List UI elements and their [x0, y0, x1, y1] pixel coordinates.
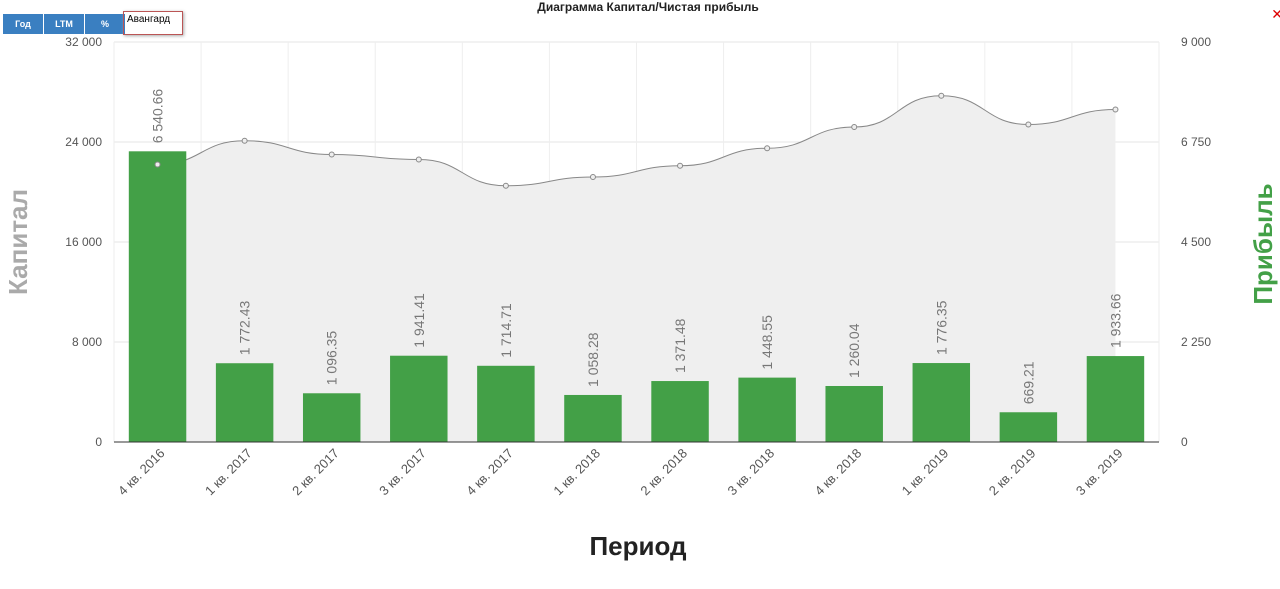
x-tick-label: 2 кв. 2017: [289, 446, 342, 499]
x-tick-label: 1 кв. 2018: [550, 446, 603, 499]
capital-line: [157, 95, 1116, 187]
profit-bar[interactable]: [302, 393, 361, 442]
profit-bar[interactable]: [825, 385, 883, 442]
bar-data-label: 1 772.43: [237, 301, 253, 356]
y-left-tick: 32 000: [65, 35, 102, 49]
y-left-tick: 16 000: [65, 235, 102, 249]
capital-point[interactable]: [851, 124, 858, 130]
bar-data-label: 1 058.28: [585, 332, 601, 387]
capital-point[interactable]: [677, 162, 684, 169]
capital-point[interactable]: [241, 137, 248, 144]
capital-area: [157, 95, 1116, 442]
profit-bar[interactable]: [215, 363, 274, 442]
bar-data-label: 669.21: [1020, 361, 1036, 404]
profit-bar[interactable]: [390, 355, 448, 442]
y-right-tick: 0: [1181, 435, 1188, 449]
x-axis-title: Период: [589, 531, 687, 561]
y-right-tick: 4 500: [1181, 235, 1211, 249]
bar-data-label: 6 540.66: [150, 89, 166, 144]
company-tag[interactable]: Авангард: [123, 11, 183, 35]
profit-bar[interactable]: [912, 363, 971, 442]
profit-bar[interactable]: [128, 151, 187, 442]
x-tick-label: 3 кв. 2017: [376, 446, 429, 499]
ltm-button[interactable]: LTM: [44, 14, 84, 34]
profit-bar[interactable]: [477, 365, 535, 442]
bar-data-label: 1 941.41: [411, 293, 427, 348]
capital-point[interactable]: [1112, 106, 1119, 113]
capital-point[interactable]: [154, 161, 161, 168]
bar-data-label: 1 933.66: [1107, 293, 1123, 348]
percent-button[interactable]: %: [85, 14, 125, 34]
bar-data-label: 1 714.71: [498, 303, 514, 358]
bar-data-label: 1 776.35: [933, 300, 949, 355]
x-tick-label: 4 кв. 2017: [463, 446, 516, 499]
profit-bar[interactable]: [999, 412, 1058, 442]
x-tick-label: 3 кв. 2019: [1073, 446, 1126, 499]
capital-point[interactable]: [502, 182, 509, 189]
y-left-tick: 0: [95, 435, 102, 449]
x-tick-label: 3 кв. 2018: [725, 446, 778, 499]
profit-bar[interactable]: [651, 381, 709, 442]
x-tick-label: 2 кв. 2018: [637, 446, 690, 499]
capital-point[interactable]: [589, 174, 596, 180]
capital-point[interactable]: [1025, 121, 1032, 128]
y-right-tick: 9 000: [1181, 35, 1211, 49]
y-left-tick: 8 000: [72, 335, 102, 349]
y-right-tick: 6 750: [1181, 135, 1211, 149]
capital-point[interactable]: [328, 151, 335, 158]
y-left-tick: 24 000: [65, 135, 102, 149]
y-right-title: Прибыль: [1248, 183, 1278, 304]
x-tick-label: 4 кв. 2018: [812, 446, 865, 499]
profit-bar[interactable]: [1086, 356, 1145, 442]
chart-title: Диаграмма Капитал/Чистая прибыль: [537, 0, 759, 14]
x-tick-label: 1 кв. 2019: [899, 446, 952, 499]
capital-point[interactable]: [764, 145, 771, 152]
x-tick-label: 4 кв. 2016: [115, 446, 168, 499]
y-right-tick: 2 250: [1181, 335, 1211, 349]
year-button[interactable]: Год: [3, 14, 43, 34]
bar-data-label: 1 448.55: [759, 315, 775, 370]
bar-data-label: 1 260.04: [846, 323, 862, 378]
bar-data-label: 1 096.35: [324, 331, 340, 386]
profit-bar[interactable]: [564, 394, 622, 442]
y-left-title: Капитал: [3, 189, 33, 295]
capital-point[interactable]: [415, 156, 422, 163]
x-tick-label: 2 кв. 2019: [986, 446, 1039, 499]
profit-bar[interactable]: [738, 377, 796, 442]
capital-point[interactable]: [938, 92, 945, 99]
x-tick-label: 1 кв. 2017: [202, 446, 255, 499]
close-icon[interactable]: ✕: [1271, 6, 1280, 22]
bar-data-label: 1 371.48: [672, 318, 688, 373]
